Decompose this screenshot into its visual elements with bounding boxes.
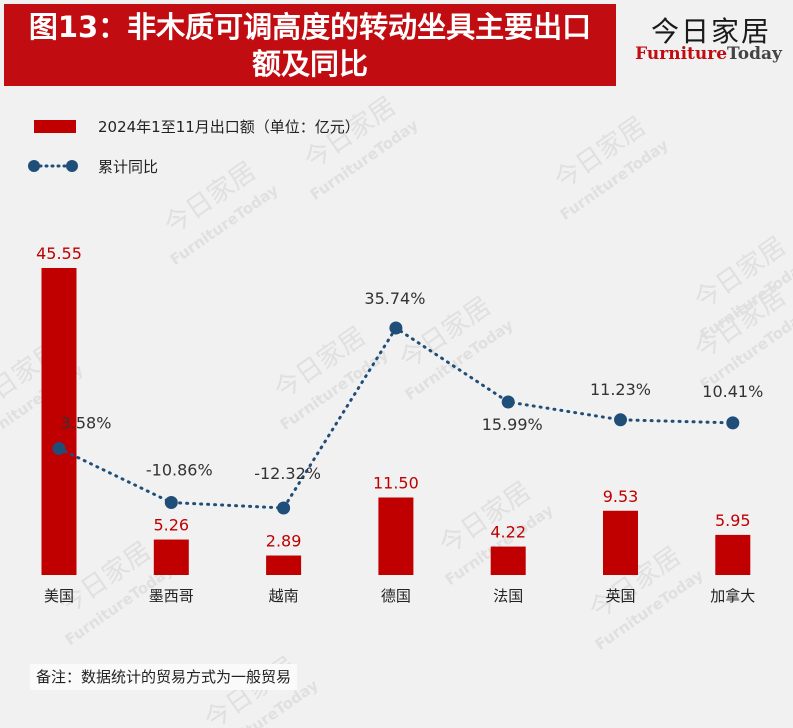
yoy-value-label: -12.32% [254, 464, 321, 483]
brand-logo-en-part-a: Furniture [635, 44, 728, 64]
footnote: 备注：数据统计的贸易方式为一般贸易 [30, 664, 298, 690]
legend-bar-label: 2024年1至11月出口额（单位：亿元） [98, 118, 360, 136]
yoy-point [726, 416, 740, 430]
bar-越南 [266, 555, 302, 575]
yoy-value-label: 3.58% [61, 413, 112, 432]
x-tick-label: 美国 [44, 587, 74, 605]
bar-美国 [41, 268, 77, 575]
yoy-point [52, 441, 66, 455]
yoy-value-label: 15.99% [482, 415, 543, 434]
chart-title-line-1: 图13：非木质可调高度的转动坐具主要出口 [28, 10, 592, 44]
bar-法国 [490, 546, 526, 575]
yoy-point [501, 395, 515, 409]
x-tick-label: 加拿大 [710, 587, 755, 605]
yoy-value-label: -10.86% [146, 461, 213, 480]
legend-line-label: 累计同比 [98, 158, 159, 176]
bar-value-label: 45.55 [36, 244, 82, 263]
bar-德国 [378, 497, 414, 575]
bar-value-label: 9.53 [603, 487, 639, 506]
bar-value-label: 5.95 [715, 511, 751, 530]
brand-logo-cn: 今日家居 [650, 15, 771, 48]
chart-title-line-2: 额及同比 [251, 47, 368, 81]
brand-logo-en: FurnitureToday [626, 44, 791, 64]
yoy-point [277, 501, 291, 515]
yoy-point [614, 413, 627, 427]
bar-value-label: 11.50 [373, 473, 419, 492]
yoy-point [389, 321, 403, 335]
legend-bar-swatch [34, 120, 76, 133]
brand-logo-en-part-b: Today [727, 44, 782, 64]
yoy-point [164, 496, 178, 510]
x-tick-label: 英国 [605, 587, 635, 605]
bar-加拿大 [715, 534, 751, 575]
yoy-value-label: 35.74% [364, 289, 425, 308]
x-tick-label: 越南 [269, 587, 299, 605]
bar-value-label: 5.26 [153, 516, 189, 535]
yoy-value-label: 11.23% [590, 380, 651, 399]
x-tick-label: 墨西哥 [149, 587, 194, 605]
bar-墨西哥 [153, 539, 189, 575]
bar-value-label: 2.89 [266, 532, 302, 551]
yoy-value-label: 10.41% [702, 382, 763, 401]
x-tick-label: 德国 [381, 587, 411, 605]
bar-value-label: 4.22 [490, 523, 526, 542]
legend-line-marker [28, 160, 78, 172]
x-tick-label: 法国 [493, 587, 523, 605]
bar-英国 [603, 510, 638, 575]
title-banner: 图13：非木质可调高度的转动坐具主要出口 额及同比 [4, 4, 616, 86]
